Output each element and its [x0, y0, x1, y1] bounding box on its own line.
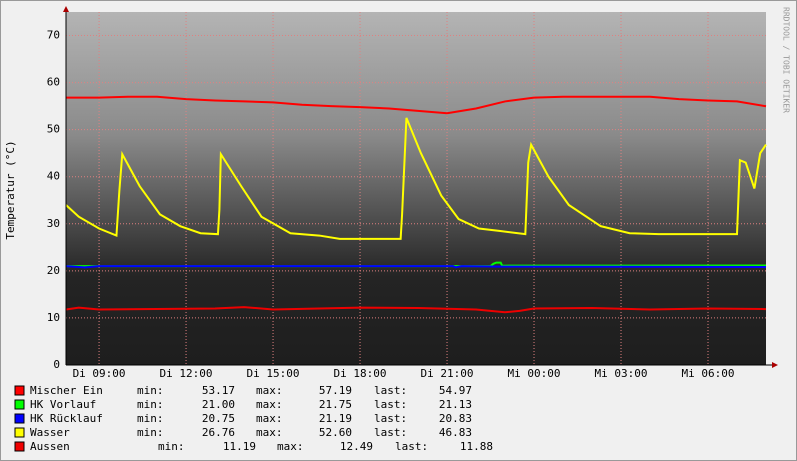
stat-label: min:	[137, 384, 164, 397]
legend: Mischer Ein min: 53.17 max: 57.19 last: 54.97 H…	[14, 384, 493, 453]
stat-value: 11.19	[223, 440, 256, 453]
stat-label: min:	[137, 426, 164, 439]
stat-value: 46.83	[439, 426, 472, 439]
stat-value: 54.97	[439, 384, 472, 397]
stat-value: 20.83	[439, 412, 472, 425]
series-line	[65, 117, 767, 240]
y-tick-label: 10	[47, 311, 60, 324]
stat-value: 52.60	[319, 426, 352, 439]
stat-label: last:	[374, 426, 407, 439]
stat-value: 12.49	[340, 440, 373, 453]
grid	[66, 12, 766, 366]
x-tick-label: Di 21:00	[421, 367, 474, 380]
stat-label: last:	[395, 440, 428, 453]
stat-value: 21.13	[439, 398, 472, 411]
series-line	[65, 306, 767, 314]
lines	[65, 95, 767, 314]
x-arrow	[772, 362, 778, 368]
stat-label: max:	[256, 426, 283, 439]
plot-area	[66, 12, 766, 365]
legend-swatch	[14, 385, 25, 396]
stat-label: last:	[374, 412, 407, 425]
x-tick-label: Di 12:00	[160, 367, 213, 380]
series-line	[65, 265, 767, 269]
stat-value: 26.76	[202, 426, 235, 439]
y-tick-label: 20	[47, 264, 60, 277]
y-arrow	[63, 6, 69, 12]
y-tick-label: 0	[53, 358, 60, 371]
series-line	[66, 95, 767, 115]
y-tick-label: 60	[47, 76, 60, 89]
legend-label: HK Vorlauf	[30, 398, 96, 411]
legend-label: Wasser	[30, 426, 70, 439]
stat-label: min:	[137, 412, 164, 425]
stat-label: max:	[256, 398, 283, 411]
x-tick-label: Mi 06:00	[682, 367, 735, 380]
legend-label: Mischer Ein	[30, 384, 103, 397]
stat-value: 53.17	[202, 384, 235, 397]
stat-label: max:	[256, 412, 283, 425]
x-tick-label: Mi 00:00	[508, 367, 561, 380]
stat-label: max:	[256, 384, 283, 397]
x-tick-label: Di 18:00	[334, 367, 387, 380]
stat-value: 57.19	[319, 384, 352, 397]
legend-swatch	[14, 441, 25, 452]
stat-value: 11.88	[460, 440, 493, 453]
stat-value: 21.75	[319, 398, 352, 411]
stat-label: last:	[374, 398, 407, 411]
x-tick-label: Di 09:00	[73, 367, 126, 380]
legend-swatch	[14, 399, 25, 410]
stat-label: max:	[277, 440, 304, 453]
legend-label: HK Rücklauf	[30, 412, 103, 425]
stat-label: last:	[374, 384, 407, 397]
y-tick-label: 30	[47, 217, 60, 230]
legend-label: Aussen	[30, 440, 70, 453]
y-tick-label: 70	[47, 29, 60, 42]
x-tick-label: Di 15:00	[247, 367, 300, 380]
legend-swatch	[14, 413, 25, 424]
x-tick-label: Mi 03:00	[595, 367, 648, 380]
y-tick-label: 50	[47, 123, 60, 136]
legend-swatch	[14, 427, 25, 438]
y-tick-label: 40	[47, 170, 60, 183]
stat-label: min:	[137, 398, 164, 411]
stat-value: 20.75	[202, 412, 235, 425]
watermark: RRDTOOL / TOBI OETIKER	[782, 7, 791, 113]
y-axis-label: Temperatur (°C)	[4, 140, 17, 239]
stat-label: min:	[158, 440, 185, 453]
stat-value: 21.19	[319, 412, 352, 425]
stat-value: 21.00	[202, 398, 235, 411]
